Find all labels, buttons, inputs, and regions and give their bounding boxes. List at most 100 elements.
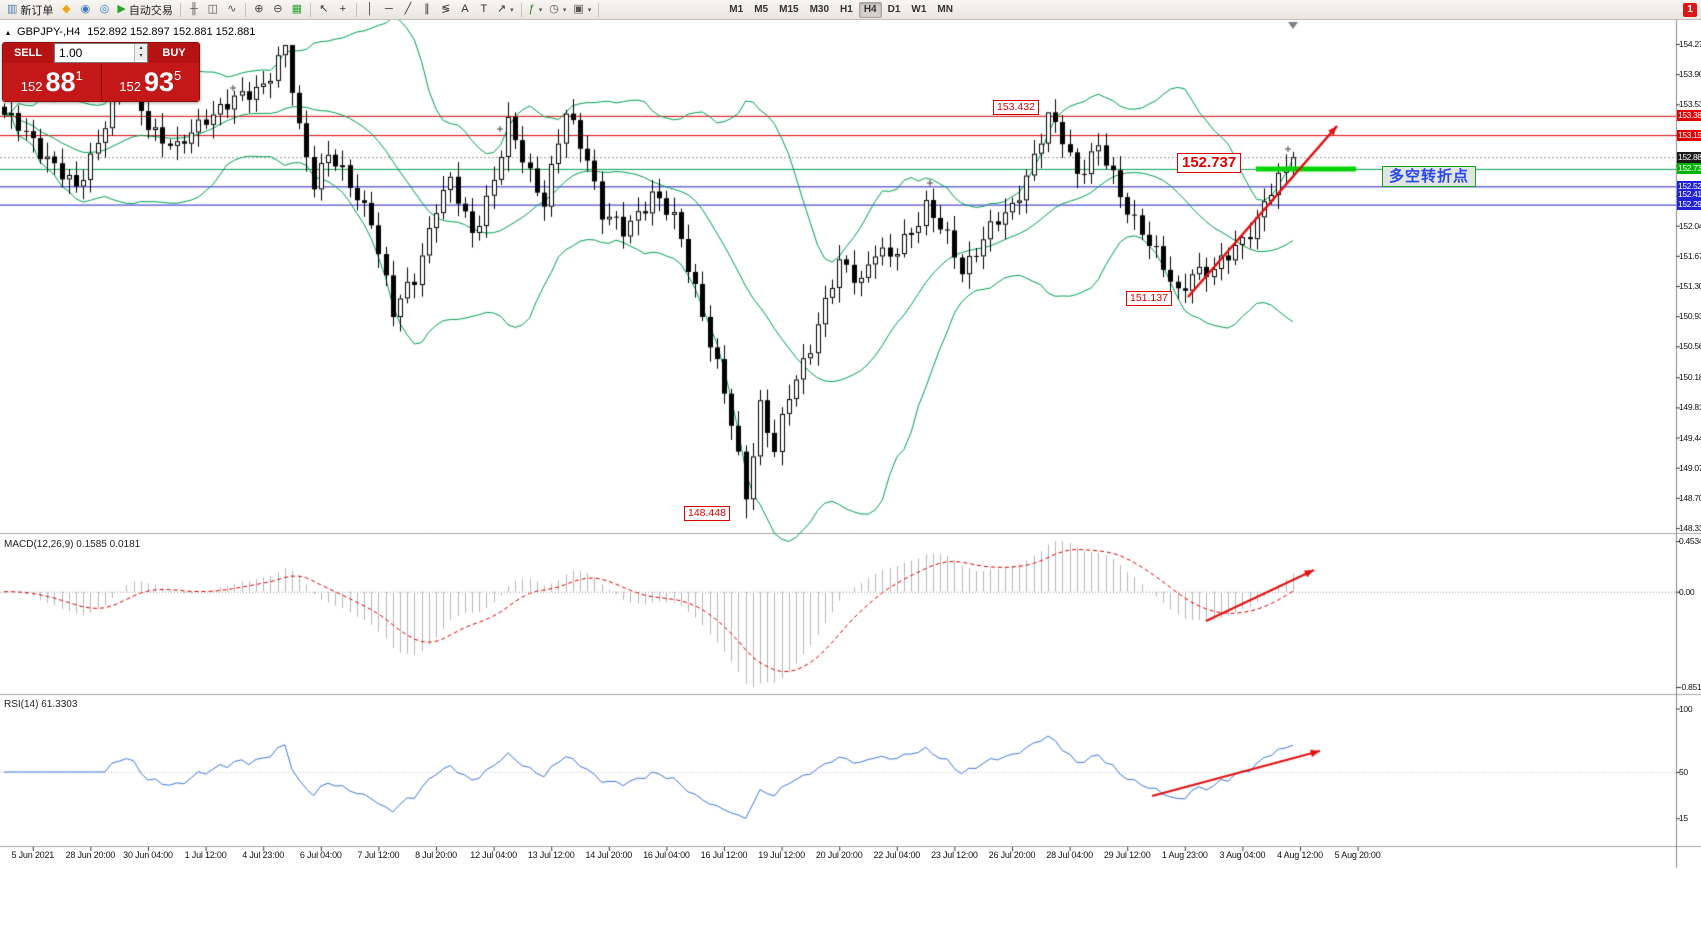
buy-button[interactable]: BUY	[149, 43, 199, 63]
price-axis-tick: 153.530	[1679, 99, 1701, 110]
bar-chart-icon: ╫	[189, 3, 198, 15]
panel-separator[interactable]	[0, 531, 1701, 535]
fibonacci-icon[interactable]: ≶	[437, 1, 455, 19]
candlestick-chart-icon[interactable]: ◫	[204, 1, 222, 19]
time-axis-tick: 20 Jul 20:00	[815, 850, 863, 860]
sell-price-sup: 1	[75, 68, 83, 83]
horizontal-line-icon[interactable]: ─	[380, 1, 398, 19]
timeframe-m30[interactable]: M30	[809, 4, 830, 15]
timeframe-h4[interactable]: H4	[858, 1, 882, 18]
community-icon[interactable]: ◉	[76, 1, 94, 19]
price-axis-label: 153.388	[1677, 110, 1701, 122]
crosshair-icon[interactable]: +	[334, 1, 352, 19]
period-icon-dropdown[interactable]: ▾	[562, 6, 567, 14]
line-chart-icon[interactable]: ∿	[223, 1, 241, 19]
collapse-trade-panel-icon[interactable]: ▴	[6, 27, 11, 37]
sell-price[interactable]: 152 88 1	[3, 63, 102, 101]
sell-price-prefix: 152	[20, 79, 43, 94]
zoom-in-icon[interactable]: ⊕	[250, 1, 268, 19]
market-icon[interactable]: ◎	[95, 1, 113, 19]
time-axis-tick: 19 Jul 12:00	[758, 850, 805, 860]
time-axis-tick: 30 Jun 04:00	[123, 850, 173, 860]
bar-chart-icon[interactable]: ╫	[185, 1, 203, 19]
one-click-trading-panel: SELL ▴ ▾ BUY 152 88 1 152 93 5	[2, 42, 200, 102]
templates-icon[interactable]: ▣ ▾	[570, 1, 594, 19]
channel-icon[interactable]: ∥	[418, 1, 436, 19]
time-axis-tick: 12 Jul 04:00	[470, 850, 517, 860]
templates-icon-dropdown[interactable]: ▾	[587, 6, 592, 14]
sell-button[interactable]: SELL	[3, 43, 53, 63]
notification-badge[interactable]: 1	[1683, 2, 1697, 17]
autotrading-button-label: 自动交易	[128, 4, 173, 17]
time-axis-tick: 28 Jul 04:00	[1046, 850, 1093, 860]
templates-icon: ▣	[573, 3, 584, 15]
buy-price-sup: 5	[174, 68, 182, 83]
toolbar-separator	[598, 2, 600, 17]
turning-point-label[interactable]: 多空转折点	[1382, 166, 1477, 187]
volume-down-icon[interactable]: ▾	[135, 52, 147, 60]
zoom-in-icon: ⊕	[254, 3, 264, 15]
chart-header: ▴ GBPJPY-,H4 152.892 152.897 152.881 152…	[6, 26, 255, 38]
volume-input[interactable]	[55, 44, 134, 62]
community-icon: ◉	[80, 3, 91, 15]
timeframe-m5[interactable]: M5	[754, 4, 769, 15]
text-icon[interactable]: A	[456, 1, 474, 19]
market-icon: ◎	[99, 3, 110, 15]
toolbar-separator	[520, 2, 522, 17]
price-axis-label: 152.523	[1677, 180, 1701, 192]
time-axis-tick: 7 Jul 12:00	[357, 850, 400, 860]
timeframe-m1[interactable]: M1	[729, 4, 744, 15]
timeframe-m15[interactable]: M15	[779, 4, 799, 15]
time-axis-tick: 1 Aug 23:00	[1161, 850, 1208, 860]
volume-up-icon[interactable]: ▴	[135, 44, 147, 52]
tile-windows-icon[interactable]: ▦	[288, 1, 306, 19]
channel-icon: ∥	[424, 3, 430, 15]
rsi-axis-tick: 15	[1679, 813, 1688, 824]
time-axis-tick: 23 Jul 12:00	[931, 850, 978, 860]
key-level-annotation[interactable]: 152.737	[1177, 153, 1242, 173]
autotrading-button[interactable]: ▶ 自动交易	[114, 1, 175, 19]
timeframe-w1[interactable]: W1	[911, 4, 927, 15]
price-label-annotation[interactable]: 153.432	[993, 100, 1039, 115]
line-chart-icon: ∿	[227, 3, 237, 15]
crosshair-icon: +	[339, 3, 347, 15]
time-axis-tick: 3 Aug 04:00	[1219, 850, 1266, 860]
toolbar-separator	[355, 2, 357, 17]
period-icon[interactable]: ◷ ▾	[546, 1, 569, 19]
time-axis-tick: 1 Jul 12:00	[184, 850, 227, 860]
cursor-icon[interactable]: ↖	[315, 1, 333, 19]
sell-price-main: 88	[45, 66, 76, 97]
timeframe-d1[interactable]: D1	[887, 4, 901, 15]
indicators-icon: ƒ	[528, 3, 535, 15]
major-low-annotation[interactable]: 148.448	[684, 506, 730, 521]
price-axis-tick: 153.900	[1679, 69, 1701, 80]
toolbar: ▥ 新订单 ◆ ◉ ◎ ▶ 自动交易 ╫ ◫ ∿ ⊕ ⊖ ▦ ↖ + │ ─ ╱ ∥ ≶ A T ↗ ▾ ƒ ▾ ◷ ▾ ▣ ▾ M1 M5 M…	[0, 0, 1701, 20]
price-axis-tick: 148.330	[1679, 523, 1701, 533]
arrows-icon[interactable]: ↗ ▾	[494, 1, 517, 19]
trendline-icon: ╱	[404, 3, 412, 15]
price-axis-tick: 150.930	[1679, 311, 1701, 322]
label-icon[interactable]: T	[475, 1, 493, 19]
price-axis-tick: 151.300	[1679, 281, 1701, 291]
indicators-icon-dropdown[interactable]: ▾	[538, 6, 543, 14]
arrows-icon-dropdown[interactable]: ▾	[510, 6, 514, 14]
toolbar-separator	[244, 2, 246, 17]
swing-low-annotation[interactable]: 151.137	[1126, 291, 1172, 306]
timeframe-mn[interactable]: MN	[937, 4, 953, 15]
zoom-out-icon: ⊖	[273, 3, 283, 15]
panel-separator[interactable]	[0, 692, 1701, 696]
timeframe-h1[interactable]: H1	[840, 4, 853, 15]
new-order-button[interactable]: ▥ 新订单	[4, 1, 56, 19]
trendline-icon[interactable]: ╱	[399, 1, 417, 19]
cursor-icon: ↖	[319, 3, 329, 15]
buy-price[interactable]: 152 93 5	[102, 63, 200, 101]
indicators-icon[interactable]: ƒ ▾	[526, 1, 546, 19]
zoom-out-icon[interactable]: ⊖	[269, 1, 287, 19]
mql5-icon[interactable]: ◆	[57, 1, 75, 19]
label-icon: T	[480, 3, 488, 15]
tile-windows-icon: ▦	[291, 3, 303, 15]
time-axis-tick: 16 Jul 04:00	[643, 850, 690, 860]
vertical-line-icon[interactable]: │	[361, 1, 379, 19]
time-axis-tick: 26 Jul 20:00	[988, 850, 1036, 860]
